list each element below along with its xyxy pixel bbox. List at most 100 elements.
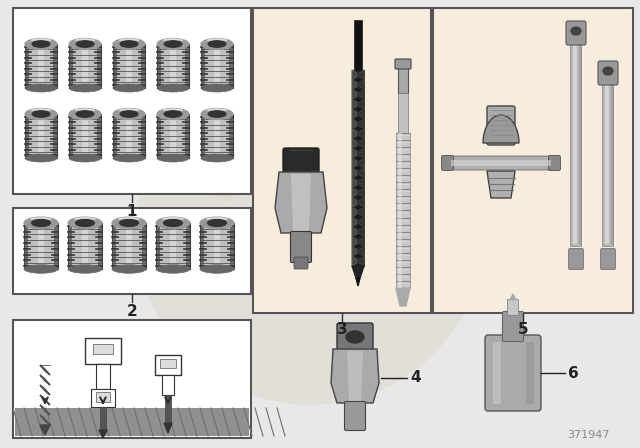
Polygon shape (40, 425, 50, 435)
Ellipse shape (112, 217, 146, 229)
Bar (201, 44, 233, 88)
Bar (141, 114, 145, 158)
Bar (113, 44, 117, 88)
Bar (73, 114, 97, 158)
Bar (579, 43, 581, 244)
FancyBboxPatch shape (598, 61, 618, 85)
Ellipse shape (120, 220, 138, 226)
Polygon shape (359, 237, 364, 246)
Bar (93, 344, 113, 354)
Bar (69, 44, 101, 88)
FancyBboxPatch shape (508, 300, 518, 315)
Polygon shape (359, 227, 364, 237)
Bar (116, 223, 142, 269)
Bar (162, 375, 174, 395)
Ellipse shape (25, 84, 57, 92)
Polygon shape (359, 90, 364, 99)
Ellipse shape (571, 27, 581, 35)
Polygon shape (352, 138, 357, 148)
FancyBboxPatch shape (568, 249, 584, 270)
Polygon shape (347, 351, 363, 401)
Polygon shape (352, 178, 357, 188)
Polygon shape (359, 158, 364, 168)
Bar (100, 407, 106, 432)
Bar (433, 8, 633, 313)
Polygon shape (359, 119, 364, 129)
Ellipse shape (156, 217, 190, 229)
Bar (113, 44, 145, 88)
Polygon shape (359, 217, 364, 227)
Ellipse shape (69, 84, 101, 92)
Ellipse shape (164, 111, 182, 117)
Polygon shape (359, 148, 364, 158)
Ellipse shape (69, 39, 101, 50)
Ellipse shape (113, 154, 145, 162)
Bar (69, 44, 73, 88)
Bar (451, 160, 551, 166)
Bar (434, 9, 632, 312)
Ellipse shape (24, 217, 58, 229)
Polygon shape (40, 385, 50, 395)
Ellipse shape (346, 331, 364, 343)
Bar (398, 133, 402, 288)
Bar (127, 114, 132, 158)
Text: 371947: 371947 (568, 430, 610, 440)
Ellipse shape (201, 84, 233, 92)
Bar (396, 133, 410, 288)
Polygon shape (359, 109, 364, 119)
FancyBboxPatch shape (502, 311, 524, 341)
Ellipse shape (31, 220, 51, 226)
Polygon shape (359, 70, 364, 80)
Polygon shape (352, 80, 357, 90)
Text: 2: 2 (127, 303, 138, 319)
Bar (97, 114, 101, 158)
Polygon shape (352, 256, 357, 266)
Ellipse shape (76, 41, 94, 47)
Bar (69, 114, 101, 158)
Bar (113, 114, 117, 158)
Ellipse shape (201, 154, 233, 162)
Bar (229, 44, 233, 88)
Ellipse shape (76, 220, 94, 226)
Bar (214, 223, 220, 269)
Bar (170, 114, 175, 158)
Ellipse shape (32, 41, 50, 47)
Bar (352, 70, 364, 266)
Polygon shape (352, 158, 357, 168)
Bar (25, 114, 57, 158)
FancyBboxPatch shape (442, 155, 454, 171)
Polygon shape (352, 70, 357, 80)
Text: 5: 5 (518, 323, 528, 337)
Text: 1: 1 (127, 203, 137, 219)
Polygon shape (356, 278, 360, 286)
Bar (38, 44, 44, 88)
Polygon shape (352, 266, 364, 278)
Polygon shape (359, 138, 364, 148)
Ellipse shape (68, 217, 102, 229)
Bar (200, 223, 234, 269)
Bar (200, 223, 204, 269)
Polygon shape (40, 405, 50, 415)
Bar (112, 223, 116, 269)
Polygon shape (359, 99, 364, 109)
FancyBboxPatch shape (283, 148, 319, 174)
Bar (117, 44, 141, 88)
Polygon shape (359, 129, 364, 138)
Bar (204, 223, 230, 269)
Bar (254, 9, 430, 312)
Bar (161, 114, 185, 158)
Bar (156, 223, 160, 269)
Bar (573, 43, 577, 244)
Polygon shape (359, 80, 364, 90)
Bar (170, 223, 176, 269)
FancyBboxPatch shape (395, 59, 411, 69)
Bar (73, 44, 97, 88)
Bar (29, 44, 53, 88)
Ellipse shape (201, 108, 233, 120)
Bar (72, 223, 98, 269)
Polygon shape (396, 288, 410, 306)
Bar (15, 408, 249, 436)
Ellipse shape (603, 67, 613, 75)
Ellipse shape (25, 154, 57, 162)
Bar (493, 342, 501, 404)
